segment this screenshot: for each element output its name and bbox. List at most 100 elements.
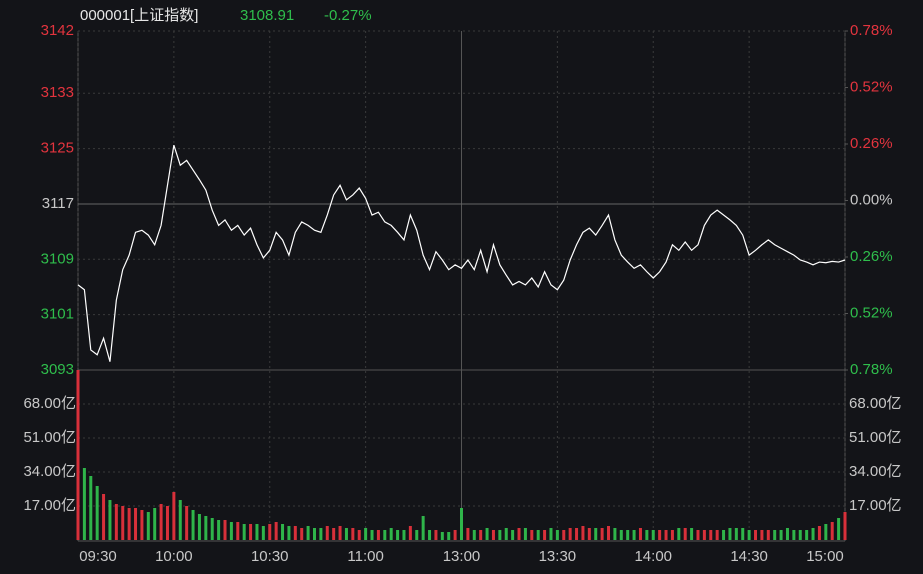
volume-bar: [338, 526, 342, 540]
volume-bar: [792, 530, 796, 540]
volume-bar: [619, 530, 623, 540]
volume-tick-label-right: 17.00亿: [849, 497, 902, 514]
volume-tick-label-right: 34.00亿: [849, 463, 902, 480]
volume-tick-label: 34.00亿: [23, 463, 76, 480]
volume-bar: [95, 486, 99, 540]
volume-bar: [543, 530, 547, 540]
volume-bar: [613, 528, 617, 540]
volume-bar: [837, 518, 841, 540]
volume-bar: [153, 508, 157, 540]
volume-bar: [523, 528, 527, 540]
volume-bar: [734, 528, 738, 540]
volume-bar: [261, 526, 265, 540]
y2-tick-label: 0.78%: [850, 22, 893, 39]
volume-bar: [332, 528, 336, 540]
y2-tick-label: 0.52%: [850, 78, 893, 95]
volume-bar: [709, 530, 713, 540]
volume-bar: [766, 530, 770, 540]
volume-bar: [555, 530, 559, 540]
volume-bar: [664, 530, 668, 540]
volume-bar: [485, 528, 489, 540]
index-code: 000001[上证指数]: [80, 7, 198, 24]
volume-bar: [114, 504, 118, 540]
y2-tick-label: 0.52%: [850, 304, 893, 321]
volume-bar: [722, 530, 726, 540]
volume-bar: [536, 530, 540, 540]
volume-bar: [389, 528, 393, 540]
volume-bar: [479, 530, 483, 540]
volume-bar: [351, 528, 355, 540]
volume-bar: [402, 530, 406, 540]
volume-bar: [491, 530, 495, 540]
volume-bar: [702, 530, 706, 540]
volume-bar: [805, 530, 809, 540]
volume-bar: [428, 530, 432, 540]
volume-bar: [396, 530, 400, 540]
volume-tick-label-right: 68.00亿: [849, 395, 902, 412]
volume-bar: [785, 528, 789, 540]
volume-bar: [511, 530, 515, 540]
volume-bar: [440, 532, 444, 540]
volume-bar: [754, 530, 758, 540]
y-tick-label: 3125: [41, 140, 74, 157]
volume-bar: [76, 370, 80, 540]
volume-bar: [549, 528, 553, 540]
volume-bar: [453, 530, 457, 540]
volume-bar: [575, 528, 579, 540]
volume-bar: [383, 530, 387, 540]
volume-bar: [121, 506, 125, 540]
x-tick-label: 13:00: [443, 548, 481, 565]
y-tick-label: 3093: [41, 361, 74, 378]
x-tick-label: 15:00: [806, 548, 844, 565]
volume-bar: [779, 530, 783, 540]
volume-bar: [319, 528, 323, 540]
volume-bar: [466, 528, 470, 540]
volume-bar: [178, 500, 182, 540]
volume-bar: [344, 528, 348, 540]
volume-bar: [811, 528, 815, 540]
x-tick-label: 09:30: [79, 548, 117, 565]
volume-bar: [165, 506, 169, 540]
volume-bar: [696, 530, 700, 540]
volume-bar: [632, 530, 636, 540]
volume-bar: [204, 516, 208, 540]
volume-bar: [293, 526, 297, 540]
volume-bar: [306, 526, 310, 540]
volume-bar: [504, 528, 508, 540]
volume-bar: [843, 512, 847, 540]
volume-bar: [434, 530, 438, 540]
volume-bar: [690, 528, 694, 540]
volume-bar: [415, 530, 419, 540]
volume-bar: [191, 510, 195, 540]
volume-bar: [287, 526, 291, 540]
volume-bar: [159, 504, 163, 540]
volume-bar: [242, 524, 246, 540]
volume-bar: [568, 528, 572, 540]
volume-bar: [134, 508, 138, 540]
y2-tick-label: 0.78%: [850, 361, 893, 378]
x-tick-label: 14:00: [634, 548, 672, 565]
x-tick-label: 10:00: [155, 548, 193, 565]
volume-bar: [830, 522, 834, 540]
volume-bar: [817, 526, 821, 540]
volume-bar: [364, 528, 368, 540]
x-tick-label: 14:30: [730, 548, 768, 565]
volume-bar: [325, 526, 329, 540]
volume-bar: [760, 530, 764, 540]
volume-tick-label-right: 51.00亿: [849, 429, 902, 446]
volume-bar: [281, 524, 285, 540]
x-tick-label: 11:00: [347, 548, 383, 565]
volume-bar: [140, 510, 144, 540]
volume-bar: [530, 530, 534, 540]
volume-bar: [229, 522, 233, 540]
volume-bar: [102, 494, 106, 540]
volume-bar: [357, 530, 361, 540]
x-tick-label: 10:30: [251, 548, 289, 565]
volume-bar: [728, 528, 732, 540]
volume-bar: [89, 476, 93, 540]
volume-bar: [715, 530, 719, 540]
volume-bar: [210, 518, 214, 540]
volume-bar: [594, 528, 598, 540]
volume-bar: [312, 528, 316, 540]
